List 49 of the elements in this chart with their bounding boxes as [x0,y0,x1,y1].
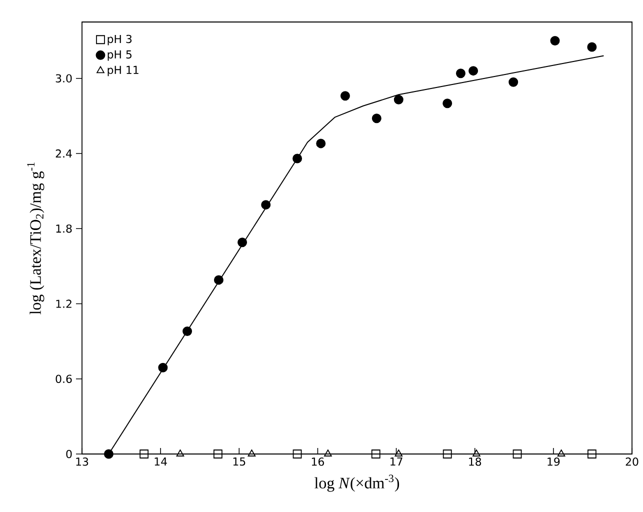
legend-label: pH 3 [108,34,132,46]
point [587,42,597,52]
point [292,154,302,164]
point [468,66,478,76]
point [261,200,271,210]
point [557,450,566,456]
x-tick-label: 15 [233,458,246,466]
y-tick-label: 0.6 [56,374,72,384]
legend-label: pH 5 [108,50,132,61]
point [248,450,256,456]
y-tick-label: 2.4 [56,149,72,158]
point [508,77,518,87]
x-tick-label: 18 [469,458,482,466]
point [176,450,184,456]
point [324,450,332,456]
y-tick-label: 1.8 [56,224,72,233]
point [394,450,403,456]
point [587,450,596,458]
x-tick-label: 19 [548,458,560,466]
point [442,450,452,458]
x-tick-label: 16 [312,458,324,466]
x-tick-label: 17 [390,458,402,466]
point [182,326,192,336]
point [340,91,350,101]
y-tick-label: 0 [66,450,72,458]
legend-label: pH 11 [108,66,138,76]
point [158,362,168,372]
x-tick-label: 13 [76,458,88,466]
point [140,450,149,458]
point [316,138,326,148]
point [104,449,114,459]
point [550,36,560,46]
point [456,68,466,78]
point [292,450,302,458]
x-axis-title: log N(×dm$^{-3}$) [314,474,400,492]
point [213,450,222,458]
point [372,114,382,124]
point [472,450,480,456]
point [394,94,404,104]
point [371,450,380,458]
point [238,238,248,248]
x-tick-label: 14 [154,458,167,466]
point [442,98,452,108]
y-axis-title: log (Latex/TiO$_{2}$)/mg g$^{-1}$ [27,162,44,314]
y-tick-label: 3.0 [56,74,72,82]
y-tick-label: 1.2 [56,300,72,308]
point [214,275,224,285]
point [512,450,522,458]
x-tick-label: 20 [626,458,638,466]
